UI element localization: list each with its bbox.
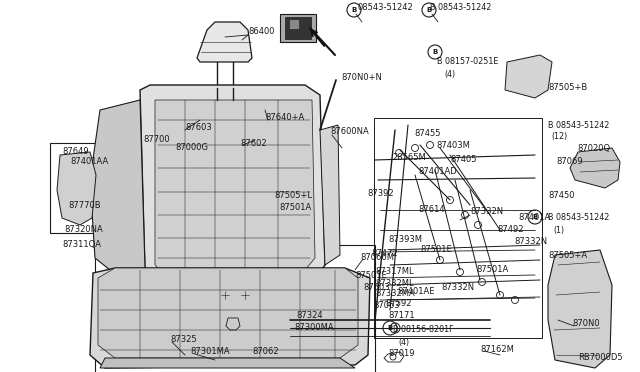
Text: 87603: 87603 — [185, 122, 212, 131]
Text: 87450: 87450 — [548, 190, 575, 199]
Text: 87501A: 87501A — [476, 266, 508, 275]
Polygon shape — [505, 55, 552, 98]
Text: 87401AA: 87401AA — [70, 157, 108, 167]
Text: 87770B: 87770B — [68, 201, 100, 209]
Polygon shape — [100, 358, 355, 368]
Text: B 08156-8201F: B 08156-8201F — [393, 326, 454, 334]
Text: 87472: 87472 — [371, 248, 397, 257]
Text: 87401AD: 87401AD — [418, 167, 457, 176]
Text: 87501E: 87501E — [420, 246, 452, 254]
Text: 87505+B: 87505+B — [548, 83, 588, 93]
Polygon shape — [57, 152, 96, 225]
Text: 87492: 87492 — [497, 225, 524, 234]
Text: RB7000D5: RB7000D5 — [578, 353, 623, 362]
Text: 87392: 87392 — [367, 189, 394, 198]
Text: B 08543-51242: B 08543-51242 — [548, 214, 609, 222]
Text: (1): (1) — [553, 225, 564, 234]
Text: B 08157-0251E: B 08157-0251E — [437, 58, 499, 67]
Text: 87066M: 87066M — [360, 253, 394, 262]
Text: (4): (4) — [398, 337, 409, 346]
Text: 87320NA: 87320NA — [64, 225, 103, 234]
Text: B: B — [351, 7, 356, 13]
Bar — [289, 19, 299, 29]
Text: (4): (4) — [444, 70, 455, 78]
Text: 87311QA: 87311QA — [62, 240, 101, 248]
Text: 87393M: 87393M — [388, 235, 422, 244]
Text: 87000G: 87000G — [175, 144, 208, 153]
Text: 87162M: 87162M — [480, 344, 514, 353]
Text: 870N0: 870N0 — [572, 320, 600, 328]
Text: 87332N: 87332N — [514, 237, 547, 247]
Circle shape — [220, 290, 230, 300]
Text: 87300MA: 87300MA — [294, 324, 333, 333]
Text: 87503: 87503 — [363, 283, 390, 292]
Text: 87069: 87069 — [556, 157, 582, 167]
Text: B: B — [426, 7, 431, 13]
Polygon shape — [155, 100, 315, 275]
Text: 87401A: 87401A — [518, 214, 550, 222]
Polygon shape — [548, 250, 612, 368]
Text: 87403M: 87403M — [436, 141, 470, 150]
Circle shape — [422, 3, 436, 17]
Text: 87501A: 87501A — [279, 203, 311, 212]
Text: 87501E: 87501E — [355, 270, 387, 279]
Text: 87505+A: 87505+A — [548, 250, 587, 260]
Circle shape — [428, 45, 442, 59]
Circle shape — [528, 210, 542, 224]
Text: 870N0+N: 870N0+N — [341, 74, 382, 83]
Text: 87019: 87019 — [388, 350, 415, 359]
Polygon shape — [90, 100, 145, 278]
Text: 87401AE: 87401AE — [397, 288, 435, 296]
Polygon shape — [570, 148, 620, 188]
Bar — [95, 245, 375, 372]
Text: 87332N: 87332N — [470, 208, 503, 217]
Text: 87332MA: 87332MA — [375, 289, 415, 298]
Text: 87505+L: 87505+L — [274, 190, 312, 199]
Text: 87640+A: 87640+A — [265, 112, 304, 122]
Polygon shape — [90, 268, 370, 368]
Bar — [280, 14, 316, 42]
Circle shape — [240, 290, 250, 300]
Text: 87317ML: 87317ML — [375, 267, 413, 276]
Text: 87325: 87325 — [170, 336, 196, 344]
Text: 87649: 87649 — [62, 148, 88, 157]
Text: 87455: 87455 — [414, 128, 440, 138]
Text: B: B — [387, 325, 392, 331]
Polygon shape — [320, 125, 340, 265]
Text: 87171: 87171 — [388, 311, 415, 321]
Text: 87062: 87062 — [252, 347, 278, 356]
Text: B: B — [433, 49, 438, 55]
Circle shape — [347, 3, 361, 17]
Text: 87332N: 87332N — [441, 283, 474, 292]
Text: 87332ML: 87332ML — [375, 279, 413, 288]
Text: 28565M: 28565M — [392, 153, 426, 161]
Polygon shape — [140, 85, 325, 290]
Text: 87602: 87602 — [240, 138, 267, 148]
Text: 87405: 87405 — [450, 155, 477, 164]
Bar — [374, 118, 542, 338]
Text: 87020Q: 87020Q — [577, 144, 610, 153]
Text: 87301MA: 87301MA — [190, 347, 230, 356]
Polygon shape — [197, 22, 252, 62]
Text: B 08543-51242: B 08543-51242 — [548, 121, 609, 129]
Text: 87700: 87700 — [143, 135, 170, 144]
Text: B 08543-51242: B 08543-51242 — [430, 3, 492, 13]
Bar — [50, 143, 155, 233]
Bar — [285, 17, 311, 39]
Text: 87592: 87592 — [385, 299, 412, 308]
Text: (12): (12) — [551, 132, 567, 141]
Text: B: B — [532, 214, 538, 220]
Polygon shape — [98, 268, 358, 358]
Text: 87324: 87324 — [296, 311, 323, 321]
Text: 87600NA: 87600NA — [330, 128, 369, 137]
Text: 87614: 87614 — [418, 205, 445, 215]
Text: 86400: 86400 — [248, 28, 275, 36]
Circle shape — [383, 321, 397, 335]
Text: 87063: 87063 — [373, 301, 400, 310]
Text: 08543-51242: 08543-51242 — [358, 3, 413, 13]
